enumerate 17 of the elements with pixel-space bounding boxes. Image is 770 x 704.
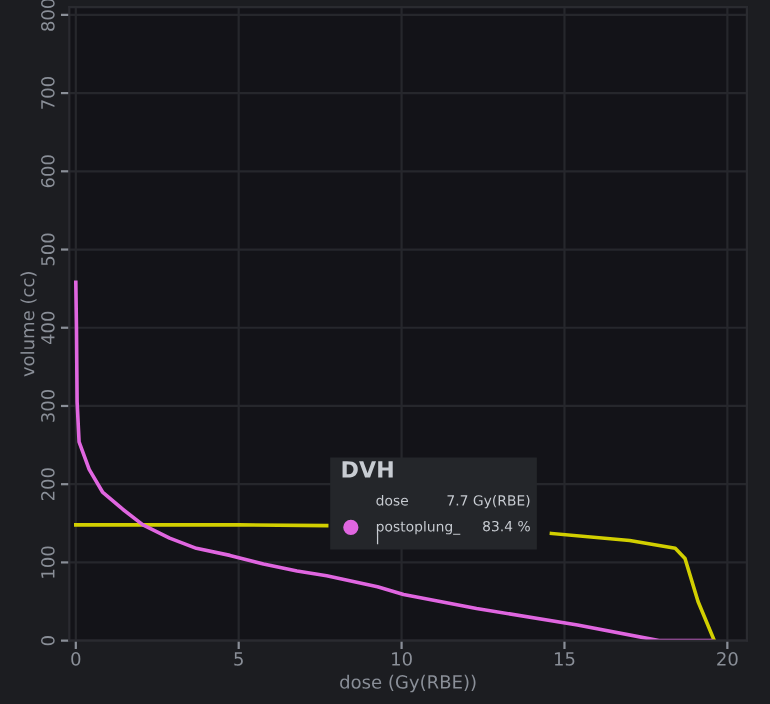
x-tick-label: 5 xyxy=(234,652,243,666)
y-axis-title: volume (cc) xyxy=(20,272,37,377)
x-tick-label: 20 xyxy=(717,652,738,666)
y-tick-label: 500 xyxy=(41,233,55,266)
y-tick-label: 0 xyxy=(41,636,55,646)
x-tick-label: 10 xyxy=(392,652,412,666)
annotation: DVH xyxy=(342,461,393,478)
x-tick-label: 15 xyxy=(554,652,575,666)
y-tick-label: 300 xyxy=(41,389,55,422)
y-tick-label: 400 xyxy=(41,311,55,345)
line-series xyxy=(74,280,713,641)
y-tick-label: 600 xyxy=(41,155,55,188)
y-tick-label: 200 xyxy=(41,468,55,501)
y-tick-label: 700 xyxy=(41,77,55,109)
y-tick-label: 100 xyxy=(41,546,55,578)
x-tick-label: 0 xyxy=(71,652,81,666)
x-axis-title: dose (Gy(RBE)) xyxy=(340,674,476,693)
